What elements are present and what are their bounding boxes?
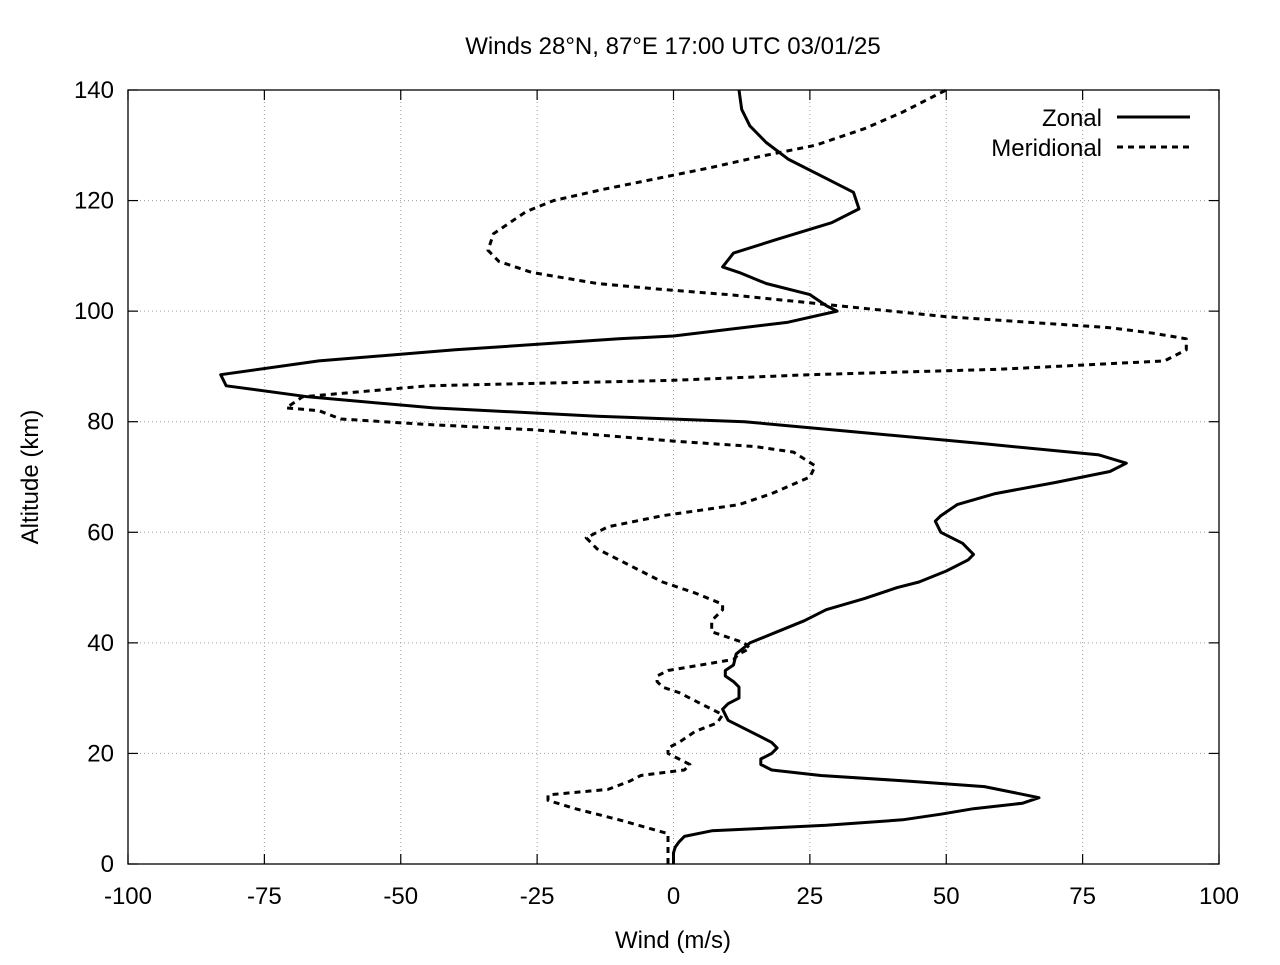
chart-title: Winds 28°N, 87°E 17:00 UTC 03/01/25: [465, 33, 880, 60]
series-line-meridional: [284, 88, 1188, 864]
x-tick-label: -100: [104, 883, 152, 910]
y-tick-label: 140: [74, 77, 114, 104]
legend-label-meridional: Meridional: [991, 135, 1102, 162]
plot-frame: [127, 89, 1220, 865]
legend: Zonal Meridional: [991, 105, 1190, 162]
y-tick-label: 0: [101, 851, 114, 878]
x-tick-label: 75: [1069, 883, 1096, 910]
x-tick-label: 100: [1199, 883, 1239, 910]
y-tick-label: 80: [87, 409, 114, 436]
x-tick-label: 50: [933, 883, 960, 910]
y-tick-label: 40: [87, 630, 114, 657]
y-axis-label: Altitude (km): [17, 410, 44, 545]
x-tick-labels: -100 -75 -50 -25 0 25 50 75 100: [104, 883, 1239, 910]
grid-lines: [128, 90, 1219, 864]
y-tick-labels: 0 20 40 60 80 100 120 140: [74, 77, 114, 878]
y-tick-label: 120: [74, 188, 114, 215]
y-tick-label: 60: [87, 519, 114, 546]
x-tick-label: 0: [667, 883, 680, 910]
x-tick-label: 25: [797, 883, 824, 910]
legend-label-zonal: Zonal: [1042, 105, 1102, 132]
x-axis-label: Wind (m/s): [615, 927, 731, 954]
series-line-zonal: [219, 89, 1128, 864]
y-tick-label: 100: [74, 298, 114, 325]
x-tick-label: -75: [247, 883, 282, 910]
series-lines: [219, 88, 1188, 864]
y-tick-label: 20: [87, 740, 114, 767]
x-tick-label: -50: [383, 883, 418, 910]
x-tick-label: -25: [520, 883, 555, 910]
